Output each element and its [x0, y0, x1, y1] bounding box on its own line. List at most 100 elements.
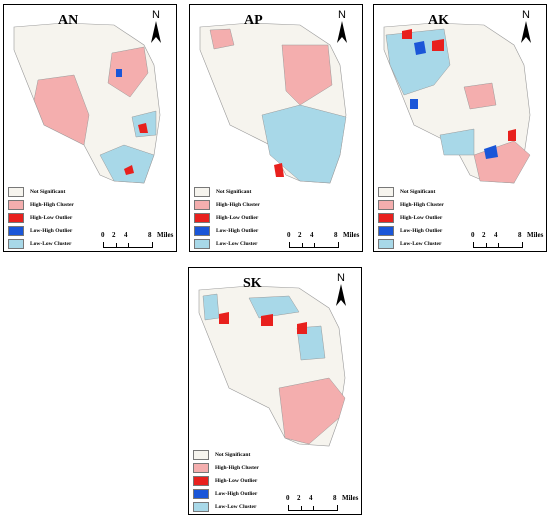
scale-label-2: 2: [482, 231, 486, 239]
outlier-high-low: [261, 314, 273, 326]
scale-label-8: 8: [333, 494, 337, 502]
legend-item: High-High Cluster: [194, 198, 260, 211]
legend-label: Low-Low Cluster: [216, 240, 258, 247]
legend-label: Not Significant: [30, 188, 66, 195]
cluster-low-low: [99, 144, 155, 184]
legend-item: Not Significant: [378, 185, 444, 198]
legend-item: Low-Low Cluster: [378, 237, 444, 250]
legend-label: Low-High Outlier: [215, 490, 258, 497]
outlier-low-high: [484, 145, 498, 159]
map-panel-ap: AP N Not Significant High-High Cluster H…: [189, 4, 363, 252]
map-title: AK: [428, 13, 449, 28]
legend-item: Not Significant: [193, 448, 259, 461]
cluster-high-high: [463, 82, 497, 110]
outlier-high-low: [402, 29, 412, 39]
legend-item: Low-Low Cluster: [193, 500, 259, 513]
map-title: AP: [244, 13, 263, 28]
scale-label-0: 0: [287, 231, 291, 239]
map-legend: Not Significant High-High Cluster High-L…: [194, 185, 260, 250]
legend-label: Low-Low Cluster: [400, 240, 442, 247]
scale-label-4: 4: [494, 231, 498, 239]
legend-item: High-High Cluster: [193, 461, 259, 474]
scale-label-8: 8: [148, 231, 152, 239]
legend-label: High-Low Outlier: [400, 214, 443, 221]
outlier-high-low: [432, 39, 444, 51]
cluster-high-high: [107, 46, 149, 98]
legend-label: Not Significant: [216, 188, 252, 195]
legend-item: Low-High Outlier: [193, 487, 259, 500]
scale-unit: Miles: [343, 231, 360, 239]
legend-item: High-Low Outlier: [378, 211, 444, 224]
legend-item: Low-High Outlier: [194, 224, 260, 237]
legend-item: High-High Cluster: [378, 198, 444, 211]
legend-label: High-Low Outlier: [30, 214, 73, 221]
scale-label-4: 4: [310, 231, 314, 239]
legend-label: Low-High Outlier: [216, 227, 259, 234]
north-arrow-icon: N: [332, 9, 352, 47]
legend-item: Low-High Outlier: [8, 224, 74, 237]
cluster-high-high: [33, 74, 90, 146]
outlier-high-low: [138, 123, 148, 133]
scale-label-4: 4: [124, 231, 128, 239]
map-panel-sk: SK N Not Significant High-High Cluster H…: [188, 267, 362, 515]
scale-label-2: 2: [298, 231, 302, 239]
map-panel-an: AN N Not Significant High-High Cluster H…: [3, 4, 177, 252]
scale-bar: 0 2 4 8 Miles: [287, 231, 360, 249]
cluster-low-low: [248, 295, 300, 319]
north-arrow-icon: N: [146, 9, 166, 47]
choropleth-map: [383, 22, 531, 184]
north-label: N: [338, 9, 346, 21]
legend-item: High-High Cluster: [8, 198, 74, 211]
scale-bar: 0 2 4 8 Miles: [286, 494, 359, 512]
cluster-high-high: [281, 44, 333, 106]
cluster-low-low: [202, 293, 220, 321]
map-title: SK: [243, 276, 262, 291]
cluster-low-low: [439, 128, 475, 156]
scale-bar: 0 2 4 8 Miles: [101, 231, 174, 249]
legend-label: High-High Cluster: [30, 201, 74, 208]
map-legend: Not Significant High-High Cluster High-L…: [193, 448, 259, 513]
legend-label: High-High Cluster: [400, 201, 444, 208]
legend-label: Low-Low Cluster: [30, 240, 72, 247]
north-label: N: [522, 9, 530, 21]
map-title: AN: [58, 13, 79, 28]
legend-label: Not Significant: [400, 188, 436, 195]
legend-item: High-Low Outlier: [194, 211, 260, 224]
legend-label: Low-Low Cluster: [215, 503, 257, 510]
outlier-high-low: [274, 163, 284, 177]
legend-item: High-Low Outlier: [8, 211, 74, 224]
north-label: N: [337, 272, 345, 284]
scale-label-0: 0: [471, 231, 475, 239]
choropleth-map: [198, 285, 346, 447]
legend-item: Low-High Outlier: [378, 224, 444, 237]
cluster-high-high: [278, 377, 346, 445]
legend-item: High-Low Outlier: [193, 474, 259, 487]
outlier-high-low: [219, 312, 229, 324]
cluster-low-low: [296, 325, 326, 361]
scale-label-8: 8: [334, 231, 338, 239]
legend-item: Not Significant: [8, 185, 74, 198]
cluster-low-low: [261, 104, 347, 184]
legend-label: High-Low Outlier: [215, 477, 258, 484]
scale-label-4: 4: [309, 494, 313, 502]
map-panel-ak: AK N Not Significant High-High Cluster H…: [373, 4, 547, 252]
legend-label: Not Significant: [215, 451, 251, 458]
legend-label: High-High Cluster: [216, 201, 260, 208]
north-arrow-icon: N: [516, 9, 536, 47]
scale-label-0: 0: [101, 231, 105, 239]
scale-label-0: 0: [286, 494, 290, 502]
legend-label: High-High Cluster: [215, 464, 259, 471]
scale-unit: Miles: [342, 494, 359, 502]
north-arrow-icon: N: [331, 272, 351, 310]
outlier-low-high: [410, 99, 418, 109]
scale-unit: Miles: [527, 231, 544, 239]
north-label: N: [152, 9, 160, 21]
legend-label: High-Low Outlier: [216, 214, 259, 221]
choropleth-map: [199, 22, 347, 184]
map-legend: Not Significant High-High Cluster High-L…: [8, 185, 74, 250]
outlier-low-high: [414, 41, 426, 55]
scale-unit: Miles: [157, 231, 174, 239]
legend-label: Low-High Outlier: [400, 227, 443, 234]
outlier-low-high: [116, 69, 122, 77]
outlier-high-low: [124, 165, 134, 175]
